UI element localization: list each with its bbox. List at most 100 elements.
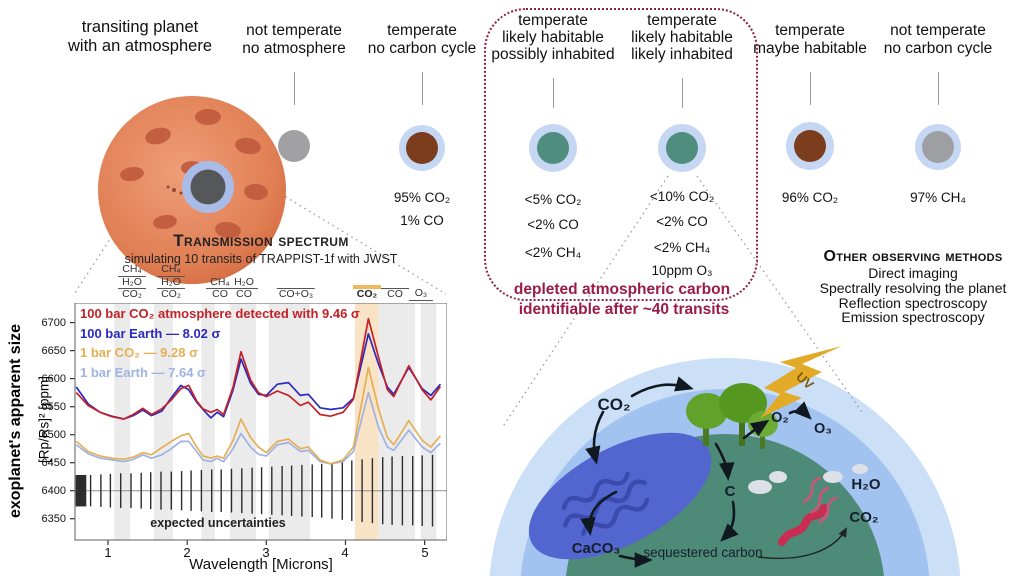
y-tick-label: 6400 [41, 485, 66, 497]
band-label-row [409, 300, 433, 301]
column5-chem-3: <2% CH₄ [653, 240, 711, 255]
column4-chem-2: <2% CO [527, 217, 579, 232]
molecular-band-label: CO+O₃ [276, 288, 316, 301]
x-tick-label: 4 [341, 545, 349, 560]
molecular-band-label: CH₄ H₂O CO₂ [157, 263, 185, 301]
column5-chem-4: 10ppm O₃ [651, 263, 713, 278]
y-tick-label: 6550 [41, 401, 66, 413]
other-methods-item-2: Spectrally resolving the planet [819, 279, 1007, 296]
x-tick-label: 5 [421, 545, 429, 560]
other-methods-item-4: Emission spectroscopy [841, 309, 985, 326]
absorption-band [114, 303, 131, 540]
y-tick-label: 6600 [41, 373, 66, 385]
column5-label-line3: likely inhabited [631, 46, 733, 63]
column2-label-line2: no atmosphere [242, 40, 346, 57]
other-methods-item-3: Reflection spectroscopy [838, 294, 988, 311]
other-methods-item-1: Direct imaging [868, 264, 958, 281]
x-axis-label: Wavelength [Microns] [189, 556, 333, 573]
planet-teal1 [537, 132, 569, 164]
callout-line2: identifiable after ~40 transits [518, 301, 730, 318]
band-label-row: CO₂ [353, 285, 381, 301]
y-tick-label: 6350 [41, 513, 66, 525]
planet-brown1 [406, 132, 438, 164]
column5-chem-1: <10% CO₂ [649, 189, 715, 204]
earth-h2o-label: H₂O [851, 476, 880, 493]
band-label-row: CO [206, 288, 234, 301]
series-1-bar-earth [75, 391, 442, 465]
molecular-band-label: O₃ [407, 287, 435, 301]
molecular-band-label: H₂O CO [230, 275, 258, 302]
column4-chem-1: <5% CO₂ [524, 192, 582, 207]
band-label-row: CH₄ [122, 262, 142, 275]
column5-connector-line [682, 78, 683, 108]
column6-connector-line [810, 72, 811, 105]
column3-connector-line [422, 72, 423, 105]
series-100-bar-earth [75, 332, 442, 420]
band-label-row: H₂O [157, 275, 185, 289]
y-tick-label: 6450 [41, 457, 66, 469]
absorption-band [268, 303, 310, 540]
column6-label-line2: maybe habitable [753, 40, 867, 57]
legend-entry: 1 bar CO₂ — 9.28 σ [80, 345, 198, 360]
sequestered-to-volcano-arrow [757, 527, 848, 560]
series-100-bar-co2-atmosphere [75, 317, 442, 420]
column2-connector-line [294, 72, 295, 105]
expected-uncertainties-label: expected uncertainties [150, 516, 286, 530]
column5-chem-2: <2% CO [656, 214, 708, 229]
y-axis-label-main: exoplanet's apparent size [7, 323, 24, 519]
planet-teal2 [666, 132, 698, 164]
series-1-bar-co2 [75, 366, 442, 465]
chart-subtitle: simulating 10 transits of TRAPPIST-1f wi… [124, 252, 398, 266]
column7-label-line1: not temperate [890, 22, 986, 39]
volcano-icon [778, 476, 838, 546]
transmission-spectrum-plot [70, 303, 447, 545]
molecular-band-label: CH₄ H₂O CO₂ [118, 262, 146, 301]
column2-label-line1: not temperate [246, 22, 342, 39]
y-tick-label: 6500 [41, 429, 66, 441]
band-label-row: H₂O [118, 275, 146, 289]
column5-label-line2: likely habitable [631, 29, 733, 46]
column4-label-line1: temperate [518, 12, 588, 29]
star-with-transiting-planet [98, 96, 286, 284]
legend-entry: 100 bar CO₂ atmosphere detected with 9.4… [80, 306, 360, 321]
band-label-row: CH₄ [210, 275, 230, 288]
column7-label-line2: no carbon cycle [883, 40, 993, 57]
column4-label-line2: likely habitable [502, 29, 604, 46]
callout-line1: depleted atmospheric carbon [513, 281, 731, 298]
planet-gray [922, 131, 954, 163]
planet-silhouette [190, 169, 226, 205]
earth-c-label: C [725, 483, 736, 500]
column3-label-line2: no carbon cycle [367, 40, 477, 57]
column5-label-line1: temperate [647, 12, 717, 29]
column1-label-line2: with an atmosphere [68, 37, 212, 55]
absorption-band [420, 303, 437, 540]
y-tick-label: 6650 [41, 345, 66, 357]
other-methods-title: Other observing methods [823, 248, 1003, 265]
column4-connector-line [553, 78, 554, 108]
band-label-row: CO [381, 288, 409, 301]
earth-o3-label: O₃ [814, 421, 832, 437]
earth-o2-label: O₂ [771, 410, 789, 426]
column3-chem-1: 95% CO₂ [393, 190, 451, 205]
legend-entry: 100 bar Earth — 8.02 σ [80, 325, 221, 341]
earth-caco3-label: CaCO₃ [572, 540, 621, 557]
x-tick-label: 1 [104, 545, 112, 560]
other-observing-methods: Other observing methods Direct imaging S… [819, 248, 1007, 326]
legend-entry: 1 bar Earth — 7.64 σ [80, 364, 206, 380]
molecular-band-label: CH₄ CO [206, 275, 234, 302]
column1-label-line1: transiting planet [81, 18, 199, 36]
column4-chem-3: <2% CH₄ [524, 245, 582, 260]
ocean [528, 432, 712, 560]
band-label-row: CO+O₃ [276, 288, 316, 301]
volcano-steam-icon [802, 476, 838, 524]
column3-label-line1: temperate [387, 22, 457, 39]
x-tick-label: 2 [183, 545, 191, 560]
band-label-row: CO₂ [118, 288, 146, 301]
column7-connector-line [938, 72, 939, 105]
column6-label-line1: temperate [775, 22, 845, 39]
planet-no-atmosphere [278, 130, 310, 162]
clouds-icon [748, 464, 868, 494]
band-label-row: H₂O [234, 275, 254, 288]
column6-chem-1: 96% CO₂ [781, 190, 839, 205]
